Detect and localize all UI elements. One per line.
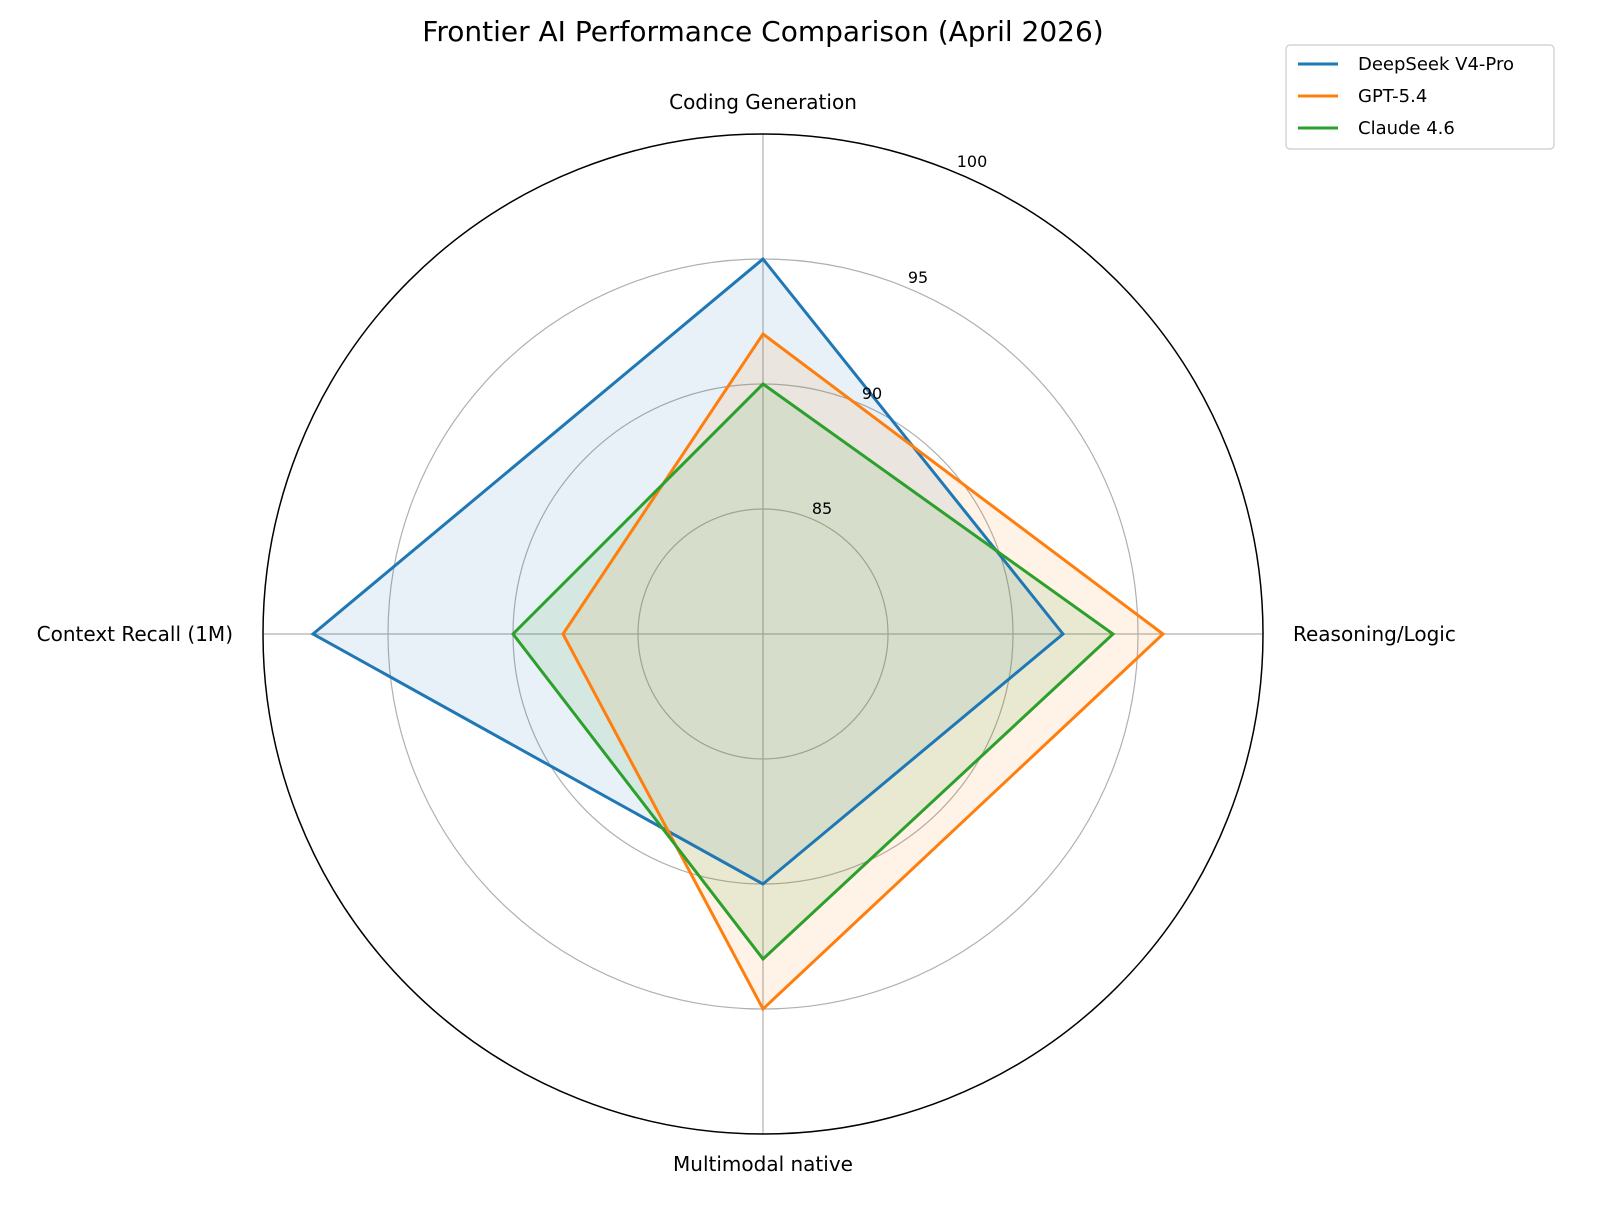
- legend-item-gpt: GPT-5.4: [1298, 86, 1427, 107]
- series-fill: [313, 259, 1063, 884]
- tick-label-100: 100: [957, 152, 988, 171]
- chart-title: Frontier AI Performance Comparison (Apri…: [422, 15, 1103, 48]
- legend-item-claude: Claude 4.6: [1298, 118, 1455, 139]
- legend-box: [1285, 44, 1555, 150]
- axis-label-context: Context Recall (1M): [37, 622, 233, 646]
- series-layer: [310, 256, 1166, 1012]
- series-line: [511, 382, 1116, 962]
- series-line: [561, 331, 1166, 1012]
- legend-label: Claude 4.6: [1358, 118, 1455, 139]
- tick-label-85: 85: [812, 499, 832, 518]
- series-line: [310, 256, 1066, 886]
- legend-label: DeepSeek V4-Pro: [1358, 54, 1514, 75]
- radial-tick-labels: 85 90 95 100: [812, 152, 987, 518]
- legend: DeepSeek V4-Pro GPT-5.4 Claude 4.6: [1285, 44, 1555, 150]
- series-fill: [563, 334, 1163, 1009]
- legend-label: GPT-5.4: [1358, 86, 1427, 107]
- outer-frame: [262, 133, 1264, 1135]
- axis-label-coding: Coding Generation: [669, 90, 857, 114]
- axis-label-multimodal: Multimodal native: [673, 1152, 853, 1176]
- axis-label-reasoning: Reasoning/Logic: [1293, 622, 1456, 646]
- tick-label-95: 95: [908, 268, 928, 287]
- tick-label-90: 90: [862, 384, 882, 403]
- legend-item-deepseek: DeepSeek V4-Pro: [1298, 54, 1514, 75]
